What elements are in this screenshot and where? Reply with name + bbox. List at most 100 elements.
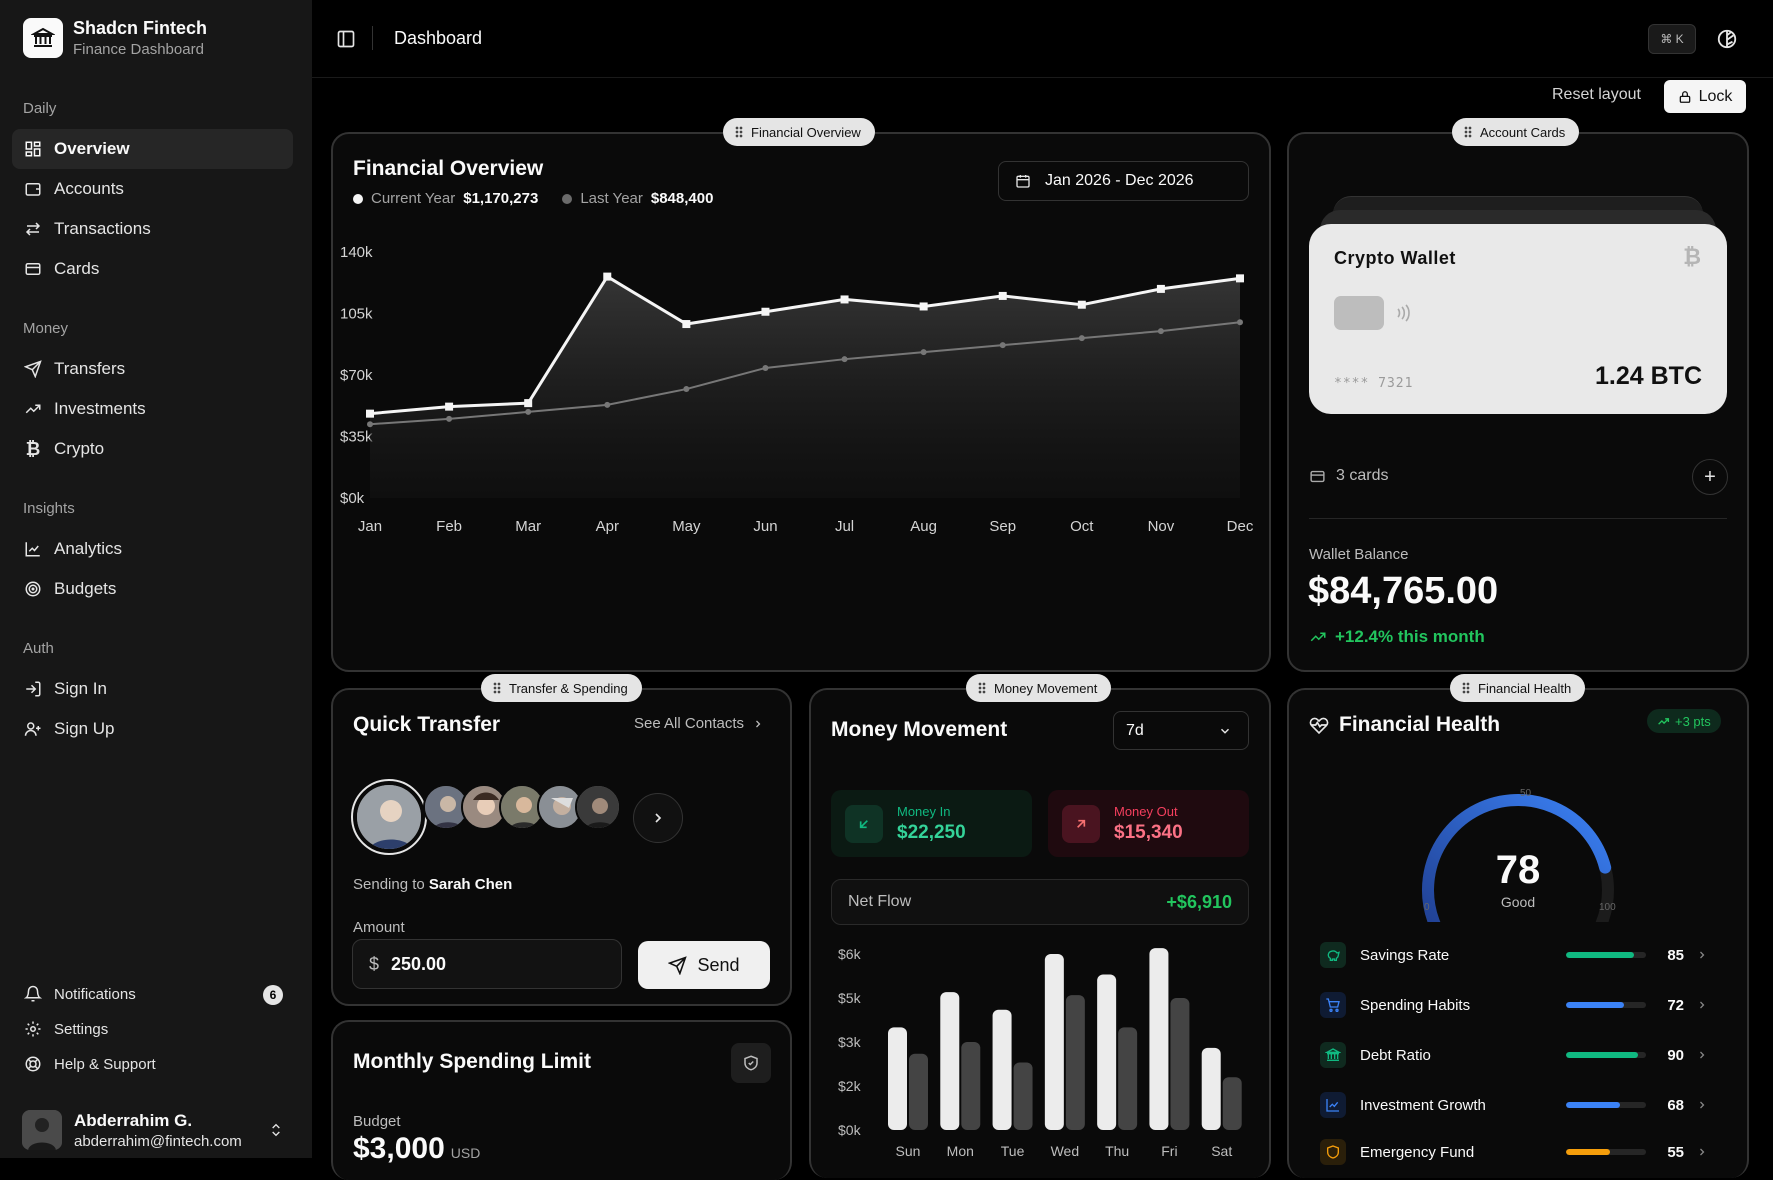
gauge-labels: 50 0 100 78 Good	[1408, 782, 1628, 922]
health-row-savings-rate[interactable]: Savings Rate 85	[1320, 940, 1720, 970]
money-out-value: $15,340	[1114, 821, 1183, 843]
sidebar-item-help[interactable]: Help & Support	[12, 1047, 293, 1081]
point-last-year	[525, 408, 532, 415]
point-current-year	[998, 291, 1007, 300]
health-row-label: Emergency Fund	[1360, 1143, 1475, 1161]
health-score: 78	[1495, 848, 1541, 892]
y-tick-label: $5k	[838, 990, 862, 1006]
divider	[1309, 518, 1727, 519]
sidebar-item-accounts[interactable]: Accounts	[12, 169, 293, 209]
send-button[interactable]: Send	[638, 941, 770, 989]
point-current-year	[366, 409, 374, 418]
see-all-contacts-link[interactable]: See All Contacts	[634, 715, 764, 732]
y-tick-label: 105k	[340, 306, 373, 323]
point-current-year	[840, 295, 849, 304]
trending-up-icon	[1309, 628, 1327, 646]
add-card-button[interactable]: +	[1692, 459, 1728, 495]
more-contacts-button[interactable]	[633, 793, 683, 843]
chevron-right-icon	[650, 810, 666, 826]
y-tick-label: $0k	[838, 1122, 862, 1138]
command-search-button[interactable]: ⌘ K	[1648, 24, 1696, 54]
health-row-debt-ratio[interactable]: Debt Ratio 90	[1320, 1040, 1720, 1070]
user-menu[interactable]: Abderrahim G. abderrahim@fintech.com	[22, 1110, 284, 1150]
crypto-wallet-card[interactable]: Crypto Wallet ₿ **** 7321 1.24 BTC	[1309, 224, 1727, 414]
amount-value: 250.00	[391, 953, 447, 974]
bar-money-out	[1170, 998, 1190, 1130]
reset-layout-button[interactable]: Reset layout	[1552, 86, 1641, 103]
theme-toggle-icon[interactable]	[1716, 28, 1738, 50]
wallet-change-label: +12.4% this month	[1335, 627, 1485, 646]
period-select[interactable]: 7d	[1113, 711, 1249, 750]
overview-legend: Current Year $1,170,273 Last Year $848,4…	[353, 190, 713, 207]
sidebar-item-cards[interactable]: Cards	[12, 249, 293, 289]
user-email: abderrahim@fintech.com	[74, 1132, 242, 1150]
money-movement-chart: $0k $2k $3k $5k $6k Sun Mon Tue Wed Thu Fri Sat	[838, 946, 1242, 1158]
health-row-fill	[1566, 1052, 1638, 1058]
health-row-spending-habits[interactable]: Spending Habits 72	[1320, 990, 1720, 1020]
x-tick-label: Dec	[1227, 518, 1254, 535]
shield-check-button[interactable]	[731, 1043, 771, 1083]
sidebar-item-sign-in[interactable]: Sign In	[12, 669, 293, 709]
bar-money-out	[909, 1053, 928, 1130]
x-tick-label: Jun	[753, 518, 777, 535]
health-row-emergency-fund[interactable]: Emergency Fund 55	[1320, 1137, 1720, 1167]
health-row-score: 55	[1667, 1143, 1684, 1161]
currency-symbol: $	[369, 953, 380, 974]
bar-money-in	[1097, 974, 1117, 1130]
sidebar-item-crypto[interactable]: ₿ Crypto	[12, 429, 293, 469]
grip-icon	[493, 682, 501, 694]
bar-money-in	[888, 1027, 907, 1130]
help-icon	[24, 1055, 42, 1073]
point-last-year	[683, 386, 690, 393]
sidebar-item-sign-up[interactable]: Sign Up	[12, 709, 293, 749]
financial-overview-chart: $0k $35k $70k 105k 140k Jan Feb Mar Apr May Jun Jul…	[340, 244, 1254, 535]
bar-money-in	[992, 1009, 1012, 1130]
contactless-icon	[1395, 304, 1411, 322]
account-cards-drag-handle[interactable]: Account Cards	[1452, 118, 1580, 146]
avatar	[22, 1110, 62, 1150]
date-range-picker[interactable]: Jan 2026 - Dec 2026	[998, 161, 1249, 201]
sidebar-item-overview[interactable]: Overview	[12, 129, 293, 169]
health-row-label: Savings Rate	[1360, 946, 1450, 964]
contact-avatar-5[interactable]	[537, 784, 583, 830]
lock-button[interactable]: Lock	[1664, 80, 1746, 113]
sidebar-item-investments[interactable]: Investments	[12, 389, 293, 429]
x-tick-label: Apr	[596, 518, 619, 535]
sidebar-item-analytics[interactable]: Analytics	[12, 529, 293, 569]
amount-input[interactable]: $ 250.00	[352, 939, 622, 989]
financial-health-title: Financial Health	[1339, 713, 1501, 736]
gear-icon	[24, 1020, 42, 1038]
y-tick-label: $35k	[340, 429, 373, 446]
period-value: 7d	[1126, 721, 1144, 739]
contact-avatar-6[interactable]	[575, 784, 621, 830]
sidebar-item-transfers[interactable]: Transfers	[12, 349, 293, 389]
sidebar-item-settings[interactable]: Settings	[12, 1012, 293, 1046]
sidebar-toggle-icon[interactable]	[336, 29, 356, 49]
x-tick-label: Jul	[835, 518, 854, 535]
financial-overview-drag-handle[interactable]: Financial Overview	[723, 118, 875, 146]
sidebar-item-notifications[interactable]: Notifications 6	[12, 977, 293, 1011]
sidebar-item-label: Investments	[54, 399, 146, 418]
health-row-investment-growth[interactable]: Investment Growth 68	[1320, 1090, 1720, 1120]
transfer-spending-drag-handle[interactable]: Transfer & Spending	[481, 674, 642, 702]
user-name: Abderrahim G.	[74, 1110, 193, 1130]
nav-group-insights: Insights	[23, 500, 75, 517]
send-icon	[24, 360, 42, 378]
sidebar-item-label: Settings	[54, 1020, 109, 1038]
sidebar-item-budgets[interactable]: Budgets	[12, 569, 293, 609]
financial-health-drag-handle[interactable]: Financial Health	[1450, 674, 1586, 702]
health-delta-label: +3 pts	[1675, 713, 1711, 729]
gauge-value-arc	[1422, 794, 1612, 922]
brand[interactable]: Shadcn Fintech Finance Dashboard	[23, 18, 207, 58]
contact-avatar-sarah-chen[interactable]	[355, 783, 423, 851]
gauge-min-label: 0	[1424, 902, 1430, 913]
money-movement-drag-handle[interactable]: Money Movement	[966, 674, 1112, 702]
sidebar-item-transactions[interactable]: Transactions	[12, 209, 293, 249]
bitcoin-icon: ₿	[25, 438, 41, 459]
health-row-track	[1566, 952, 1646, 958]
chevron-right-icon	[1696, 1099, 1708, 1111]
x-tick-label: Thu	[1105, 1143, 1129, 1158]
topbar: Dashboard	[312, 0, 1773, 78]
sending-prefix: Sending to	[353, 876, 425, 893]
trending-up-icon	[24, 400, 42, 418]
